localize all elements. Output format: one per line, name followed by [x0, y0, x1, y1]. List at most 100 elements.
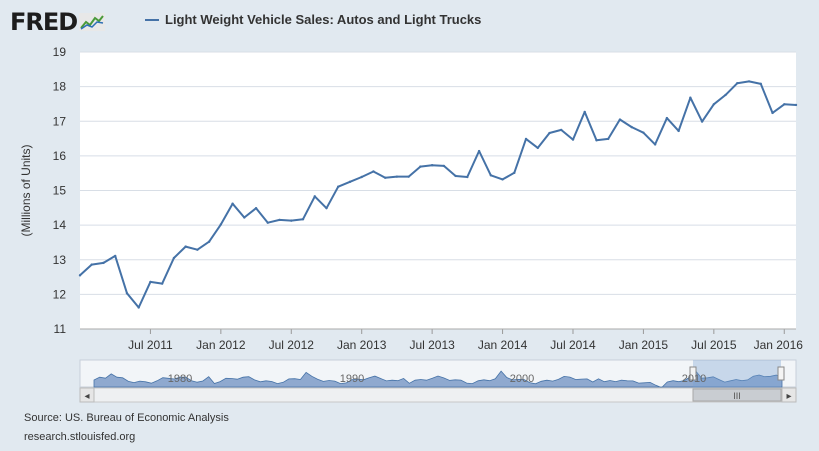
data-point[interactable] — [149, 280, 152, 284]
scroll-right-arrow-button[interactable] — [781, 387, 797, 403]
x-tick-label: Jan 2016 — [754, 338, 804, 352]
scroll-right-arrow-icon: ▸ — [786, 391, 791, 402]
x-tick-label: Jul 2012 — [269, 338, 315, 352]
data-point[interactable] — [454, 174, 457, 178]
data-point[interactable] — [653, 143, 657, 146]
data-point[interactable] — [524, 137, 528, 141]
time-navigator[interactable]: 1980 1990 2000 2010 III ◂ ▸ — [79, 359, 797, 403]
data-point[interactable] — [689, 96, 692, 99]
data-point[interactable] — [219, 223, 223, 226]
fred-graph-icon — [79, 13, 106, 31]
data-point[interactable] — [160, 282, 164, 285]
series-line[interactable] — [79, 80, 797, 309]
navigator-year-label: 1990 — [340, 373, 364, 385]
data-point[interactable] — [172, 256, 176, 260]
data-point[interactable] — [630, 125, 633, 129]
navigator-year-label: 2000 — [510, 373, 534, 385]
chart-legend[interactable]: Light Weight Vehicle Sales: Autos and Li… — [145, 12, 481, 27]
data-point[interactable] — [489, 174, 493, 177]
x-tick-label: Jul 2011 — [128, 338, 173, 352]
navigator-handle[interactable] — [689, 366, 697, 381]
data-point[interactable] — [466, 175, 469, 179]
data-point[interactable] — [759, 82, 762, 86]
data-point[interactable] — [642, 131, 645, 134]
data-point[interactable] — [313, 195, 316, 198]
data-point[interactable] — [196, 248, 199, 251]
data-point[interactable] — [254, 206, 258, 210]
data-point[interactable] — [771, 111, 774, 115]
data-point[interactable] — [501, 178, 504, 181]
data-point[interactable] — [102, 261, 105, 265]
data-point[interactable] — [794, 103, 798, 107]
legend-label: Light Weight Vehicle Sales: Autos and Li… — [165, 12, 482, 27]
scroll-left-arrow-icon: ◂ — [84, 391, 89, 402]
data-point[interactable] — [231, 202, 234, 205]
data-point[interactable] — [301, 218, 305, 221]
x-tick-label: Jul 2015 — [691, 338, 737, 352]
data-point[interactable] — [207, 240, 211, 243]
data-point[interactable] — [583, 110, 586, 114]
data-point[interactable] — [395, 175, 399, 178]
navigator-overview-area — [93, 370, 783, 389]
source-url[interactable]: research.stlouisfed.org — [24, 431, 136, 443]
data-point[interactable] — [560, 128, 563, 132]
data-point[interactable] — [595, 139, 598, 142]
navigator-year-label: 1980 — [168, 373, 192, 385]
scroll-left-arrow-button[interactable] — [79, 387, 95, 403]
y-tick-label: 19 — [53, 45, 67, 59]
data-point[interactable] — [184, 245, 187, 248]
data-point[interactable] — [712, 103, 716, 106]
data-point[interactable] — [430, 164, 434, 167]
data-point[interactable] — [360, 175, 363, 179]
data-point[interactable] — [783, 103, 786, 106]
x-tick-label: Jan 2012 — [196, 338, 246, 352]
data-point[interactable] — [736, 81, 739, 85]
source-note: Source: US. Bureau of Economic Analysis — [24, 412, 229, 424]
data-point[interactable] — [419, 165, 422, 168]
data-point[interactable] — [372, 170, 375, 173]
data-point[interactable] — [747, 80, 751, 83]
y-tick-label: 11 — [54, 322, 67, 336]
data-point[interactable] — [571, 138, 575, 141]
data-point[interactable] — [290, 219, 293, 222]
navigator-selection[interactable] — [693, 360, 781, 387]
data-point[interactable] — [78, 274, 82, 277]
data-point[interactable] — [513, 171, 516, 175]
y-tick-label: 18 — [53, 80, 67, 94]
data-point[interactable] — [278, 218, 281, 222]
x-tick-label: Jul 2014 — [550, 338, 596, 352]
data-point[interactable] — [348, 180, 352, 184]
legend-swatch — [145, 18, 159, 21]
data-point[interactable] — [337, 185, 340, 188]
data-point[interactable] — [137, 306, 140, 309]
data-point[interactable] — [665, 116, 669, 120]
data-point[interactable] — [618, 118, 622, 121]
data-point[interactable] — [266, 221, 270, 224]
fred-logo[interactable]: FRED — [10, 8, 106, 36]
navigator-handle[interactable] — [777, 366, 785, 381]
data-point[interactable] — [407, 175, 410, 178]
data-point[interactable] — [700, 120, 704, 123]
data-point[interactable] — [442, 164, 446, 168]
data-point[interactable] — [536, 146, 539, 150]
data-point[interactable] — [477, 149, 481, 153]
data-point[interactable] — [325, 206, 328, 210]
data-point[interactable] — [125, 292, 129, 295]
data-point[interactable] — [724, 93, 727, 97]
data-point[interactable] — [383, 176, 387, 179]
y-tick-label: 16 — [53, 149, 67, 163]
navigator-year-label: 2010 — [682, 373, 706, 385]
scrollbar-thumb[interactable] — [692, 388, 782, 402]
data-point[interactable] — [606, 137, 610, 141]
data-point[interactable] — [548, 131, 551, 135]
data-point[interactable] — [114, 254, 117, 258]
logo-text: FRED — [10, 8, 78, 36]
data-point[interactable] — [90, 263, 93, 266]
y-tick-label: 14 — [53, 218, 67, 232]
x-tick-label: Jan 2013 — [337, 338, 387, 352]
y-tick-label: 12 — [53, 287, 67, 301]
data-point[interactable] — [677, 129, 680, 133]
data-point[interactable] — [243, 216, 246, 219]
scrollbar-track[interactable] — [79, 387, 797, 403]
